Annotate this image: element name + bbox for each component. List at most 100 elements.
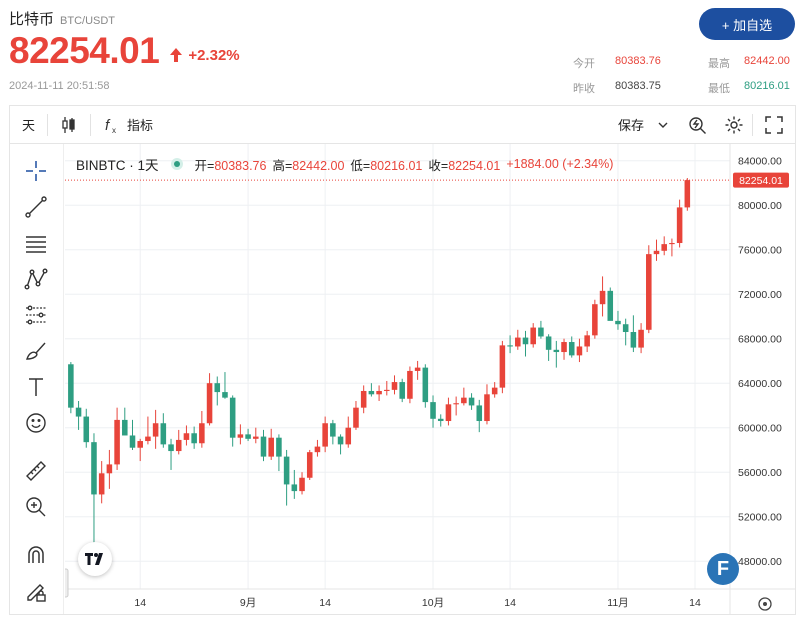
candle-body	[299, 477, 305, 492]
trading-pair: BTC/USDT	[60, 15, 116, 27]
svg-text:x: x	[112, 126, 116, 134]
candle-body	[568, 342, 575, 356]
legend-low: 低=80216.01	[350, 158, 423, 173]
pattern-tool[interactable]	[22, 265, 50, 293]
y-tick-label: 84000.00	[738, 156, 782, 168]
save-label: 保存	[617, 118, 644, 133]
candle	[499, 340, 506, 394]
candle	[283, 449, 290, 506]
candle-body	[206, 383, 213, 424]
candle-body	[160, 423, 167, 445]
candle	[676, 199, 683, 248]
candle-body	[599, 290, 606, 305]
candle	[584, 330, 590, 353]
trend-line-icon	[25, 196, 47, 218]
drawing-toolbar	[10, 144, 64, 614]
candle-body	[507, 345, 513, 347]
candle-body	[183, 433, 190, 440]
chart-type-button[interactable]	[48, 106, 90, 144]
candle-body	[222, 392, 228, 398]
brush-icon	[26, 342, 46, 360]
settings-button[interactable]	[716, 106, 752, 144]
candle	[306, 449, 313, 480]
divider	[752, 113, 753, 136]
quick-search-button[interactable]	[680, 106, 716, 144]
candle-body	[430, 402, 436, 419]
candle-body	[199, 423, 205, 444]
current-price: 82254.01	[9, 30, 160, 71]
candle	[268, 428, 274, 460]
candle-body	[345, 427, 352, 445]
site-logo-badge[interactable]: F	[707, 553, 739, 585]
candle-body	[422, 367, 429, 403]
candle-body	[98, 473, 105, 495]
candle-body	[129, 435, 136, 448]
x-tick-label: 14	[504, 597, 516, 609]
emoji-icon	[26, 413, 46, 433]
fib-lines-tool[interactable]	[22, 229, 50, 257]
candle-body	[484, 394, 490, 422]
candle	[522, 330, 529, 357]
indicators-label: 指标	[127, 118, 154, 133]
candle-body	[314, 446, 321, 453]
price-axis[interactable]: 84000.00 80000.00 76000.00 72000.00 68000.00…	[738, 156, 782, 569]
text-tool-icon	[29, 378, 43, 396]
candle-body	[622, 324, 629, 333]
text-tool[interactable]	[22, 373, 50, 401]
candle	[630, 315, 637, 353]
tradingview-logo[interactable]	[78, 542, 112, 576]
y-tick-label: 60000.00	[738, 423, 782, 435]
lock-draw-tool[interactable]	[22, 577, 50, 605]
candle-body	[538, 327, 544, 337]
axis-settings-button[interactable]	[758, 597, 772, 611]
magnet-tool[interactable]	[22, 541, 50, 569]
candle-body	[276, 437, 282, 457]
candle	[322, 416, 328, 453]
time-axis[interactable]: 14 9月 14 10月 14 11月 14	[134, 597, 701, 609]
interval-selector[interactable]: 天	[22, 118, 36, 133]
candle	[83, 408, 90, 448]
candle	[530, 323, 536, 348]
candle-body	[437, 418, 444, 422]
candle	[399, 378, 405, 403]
candle	[646, 245, 652, 334]
chevron-down-icon	[658, 122, 668, 128]
candle	[484, 384, 490, 425]
y-tick-label: 56000.00	[738, 467, 782, 479]
add-watchlist-button[interactable]: + 加自选	[699, 8, 795, 40]
candle-body	[168, 444, 174, 452]
header: 比特币 BTC/USDT 82254.01 +2.32% 2024-11-11 …	[0, 0, 799, 104]
zoom-in-tool[interactable]	[22, 493, 50, 521]
trend-line-tool[interactable]	[22, 193, 50, 221]
candle-body	[306, 452, 313, 478]
candle	[191, 426, 197, 449]
fullscreen-button[interactable]	[753, 106, 795, 144]
candlestick-icon	[62, 116, 75, 133]
candle-body	[337, 436, 344, 445]
candle	[368, 383, 375, 397]
candle	[576, 338, 583, 363]
ruler-tool[interactable]	[22, 457, 50, 485]
candle-body	[229, 397, 236, 438]
candle	[222, 372, 228, 399]
toolbar-collapse-handle[interactable]	[65, 568, 69, 598]
legend-symbol[interactable]: BINBTC · 1天	[76, 158, 159, 173]
crosshair-tool[interactable]	[22, 157, 50, 185]
stat-low-value: 80216.01	[744, 80, 790, 92]
candle	[183, 425, 190, 446]
candle	[98, 461, 105, 504]
candle	[684, 178, 691, 211]
candle	[430, 395, 436, 428]
stat-high-value: 82442.00	[744, 55, 790, 67]
candlestick-chart[interactable]: 84000.00 80000.00 76000.00 72000.00 68000.00…	[65, 144, 796, 614]
candle-body	[630, 332, 637, 348]
save-button[interactable]: 保存	[606, 106, 680, 144]
channel-tool[interactable]	[22, 301, 50, 329]
brush-tool[interactable]	[22, 337, 50, 365]
emoji-tool[interactable]	[22, 409, 50, 437]
candle	[538, 320, 544, 339]
stat-low-label: 最低	[708, 83, 730, 95]
candle-body	[561, 342, 567, 353]
candle	[122, 407, 128, 436]
